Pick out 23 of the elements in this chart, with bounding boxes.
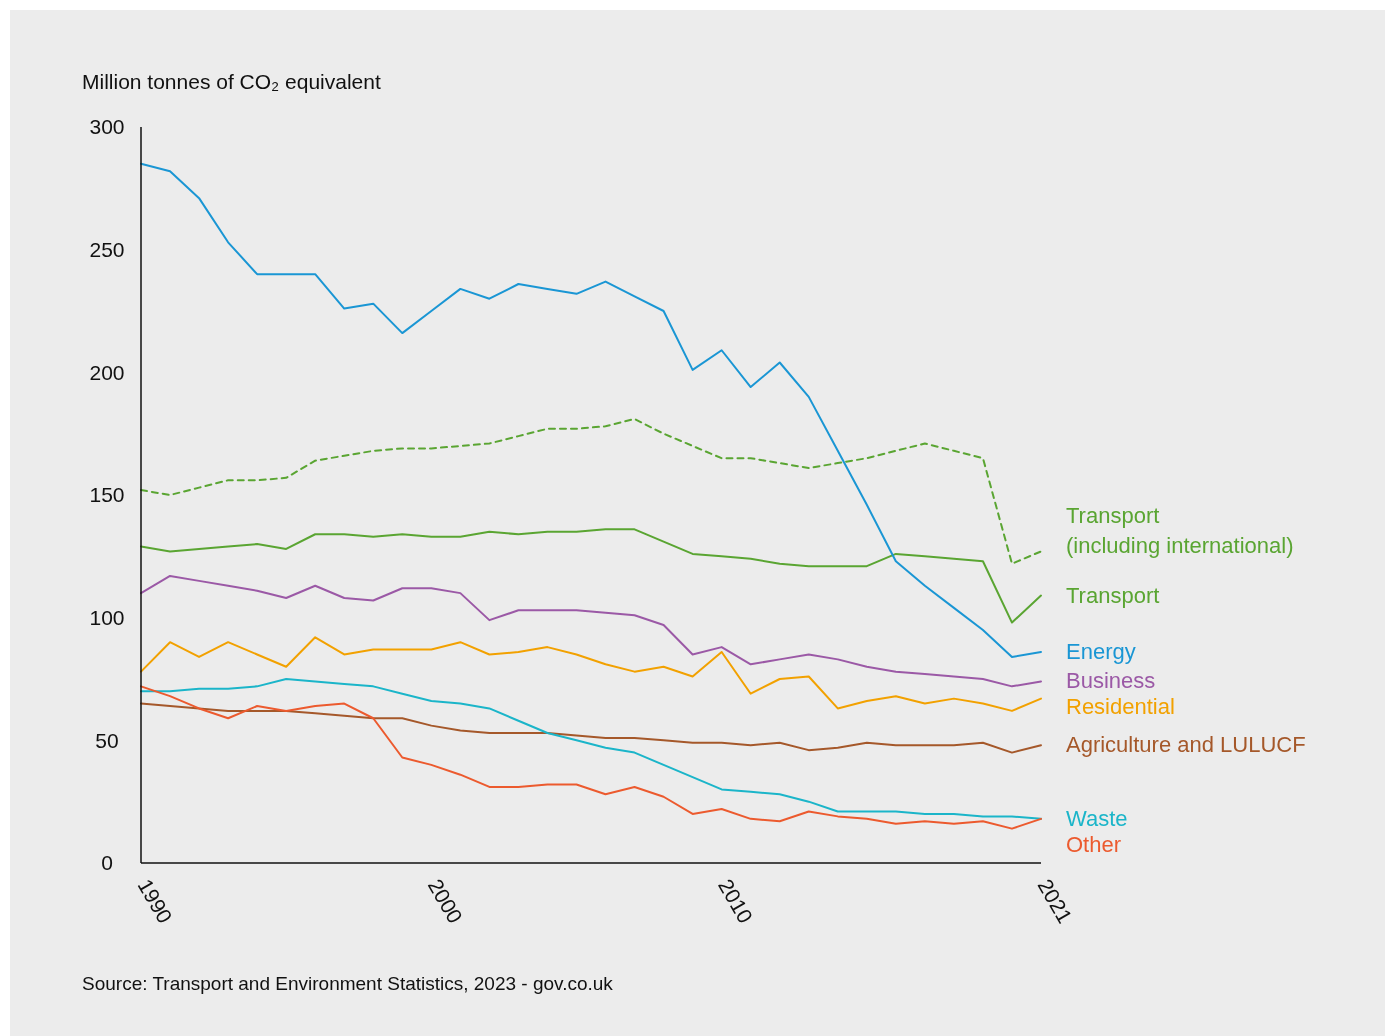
line-series bbox=[140, 162, 1042, 658]
series-label: Transport (including international) bbox=[1066, 503, 1294, 559]
y-tick-label: 150 bbox=[89, 483, 125, 507]
y-tick-label: 0 bbox=[101, 851, 113, 875]
line-series bbox=[140, 702, 1042, 754]
line-series bbox=[140, 528, 1042, 624]
y-tick-label: 250 bbox=[89, 238, 125, 262]
y-tick-label: 300 bbox=[89, 115, 125, 139]
series-label: Energy bbox=[1066, 639, 1136, 665]
series-label: Transport bbox=[1066, 582, 1160, 608]
y-axis-title: Million tonnes of CO₂ equivalent bbox=[82, 70, 381, 93]
series-label: Other bbox=[1066, 831, 1122, 857]
y-tick-label: 100 bbox=[89, 606, 125, 630]
line-series bbox=[140, 417, 1042, 565]
series-label: Agriculture and LULUCF bbox=[1066, 732, 1306, 758]
series-label: Waste bbox=[1066, 805, 1128, 831]
y-tick-label: 200 bbox=[89, 360, 125, 384]
line-series bbox=[140, 636, 1042, 712]
y-tick-label: 50 bbox=[95, 728, 119, 752]
series-label: Business bbox=[1066, 668, 1156, 694]
series-label: Residential bbox=[1066, 694, 1175, 720]
source-note: Source: Transport and Environment Statistics, 2023 - gov.co.uk bbox=[82, 973, 614, 994]
line-series bbox=[140, 574, 1042, 688]
